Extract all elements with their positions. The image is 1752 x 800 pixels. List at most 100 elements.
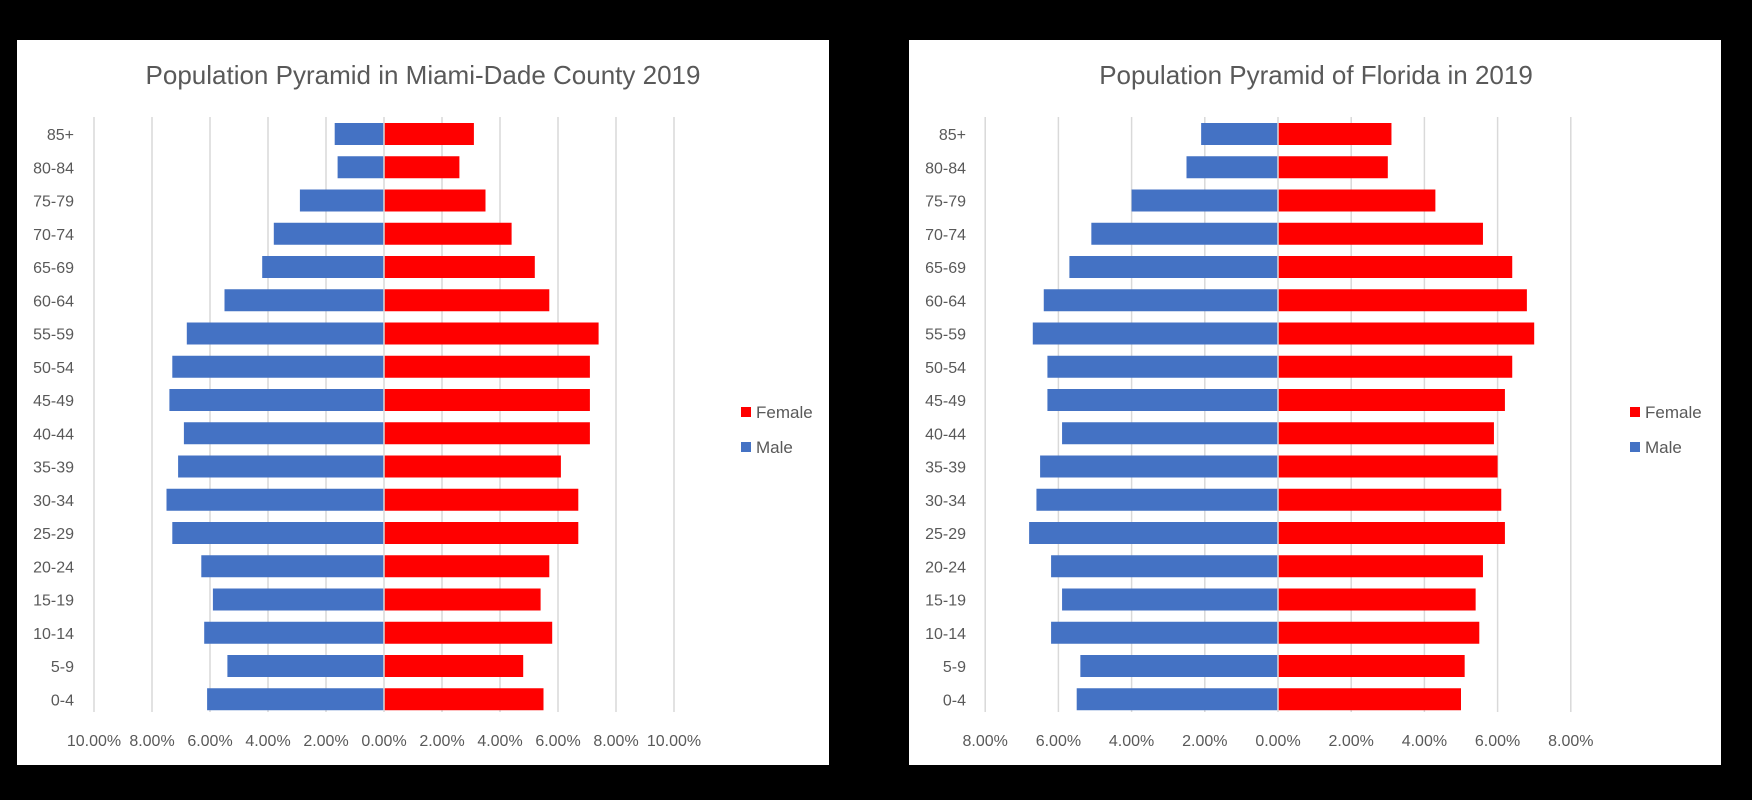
bar-male-65-69 xyxy=(1069,256,1278,278)
bar-female-75-79 xyxy=(1278,189,1436,212)
category-label: 50-54 xyxy=(925,360,966,377)
bar-male-75-79 xyxy=(299,189,384,212)
bar-female-40-44 xyxy=(384,422,590,445)
category-label: 70-74 xyxy=(925,227,966,244)
x-tick-label: 2.00% xyxy=(1182,733,1227,750)
category-label: 20-24 xyxy=(33,559,74,576)
x-tick-label: 6.00% xyxy=(187,733,232,750)
category-label: 10-14 xyxy=(33,626,74,643)
x-tick-label: 0.00% xyxy=(361,733,406,750)
chart-title: Population Pyramid of Florida in 2019 xyxy=(1099,60,1533,90)
x-tick-label: 4.00% xyxy=(1402,733,1447,750)
bar-female-20-24 xyxy=(384,555,550,578)
bar-female-50-54 xyxy=(1278,355,1513,378)
bar-male-30-34 xyxy=(166,488,384,511)
bar-female-70-74 xyxy=(1278,222,1483,245)
x-tick-label: 10.00% xyxy=(647,733,701,750)
legend-marker-female xyxy=(1630,407,1640,417)
bar-male-5-9 xyxy=(1080,655,1278,677)
bar-female-85+ xyxy=(384,123,474,145)
bar-male-20-24 xyxy=(1051,555,1278,578)
bar-female-15-19 xyxy=(1278,588,1476,611)
category-label: 75-79 xyxy=(33,194,74,211)
bar-female-40-44 xyxy=(1278,422,1494,445)
bar-male-50-54 xyxy=(1047,355,1278,378)
bar-female-80-84 xyxy=(1278,156,1388,179)
bar-female-45-49 xyxy=(384,389,590,411)
bar-female-50-54 xyxy=(384,355,590,378)
x-tick-label: 6.00% xyxy=(535,733,580,750)
x-tick-label: 6.00% xyxy=(1036,733,1081,750)
x-tick-label: 2.00% xyxy=(303,733,348,750)
category-label: 60-64 xyxy=(925,293,966,310)
legend-marker-female xyxy=(741,407,751,417)
bar-male-40-44 xyxy=(1062,422,1278,445)
bar-male-30-34 xyxy=(1036,488,1278,511)
bar-female-55-59 xyxy=(384,322,599,345)
x-tick-label: 8.00% xyxy=(1548,733,1593,750)
bar-male-60-64 xyxy=(224,289,384,312)
x-tick-label: 6.00% xyxy=(1475,733,1520,750)
category-label: 15-19 xyxy=(33,593,74,610)
bar-male-45-49 xyxy=(1047,389,1278,411)
bar-male-35-39 xyxy=(1040,455,1278,478)
bar-female-10-14 xyxy=(1278,621,1480,644)
category-label: 85+ xyxy=(47,127,74,144)
bar-male-40-44 xyxy=(183,422,384,445)
chart-florida: Population Pyramid of Florida in 2019 8.… xyxy=(909,40,1721,765)
x-tick-label: 2.00% xyxy=(419,733,464,750)
bar-female-30-34 xyxy=(384,488,579,511)
bar-male-70-74 xyxy=(1091,222,1278,245)
x-tick-label: 8.00% xyxy=(963,733,1008,750)
legend-label-female: Female xyxy=(756,403,813,422)
x-tick-label: 10.00% xyxy=(67,733,121,750)
x-tick-label: 8.00% xyxy=(129,733,174,750)
bar-female-5-9 xyxy=(384,655,524,677)
legend-label-female: Female xyxy=(1645,403,1702,422)
bar-female-15-19 xyxy=(384,588,541,611)
bar-male-55-59 xyxy=(1032,322,1278,345)
x-tick-label: 4.00% xyxy=(245,733,290,750)
bar-female-65-69 xyxy=(384,256,535,278)
category-label: 80-84 xyxy=(925,160,966,177)
bar-female-55-59 xyxy=(1278,322,1535,345)
category-label: 20-24 xyxy=(925,559,966,576)
bar-male-70-74 xyxy=(273,222,384,245)
category-label: 65-69 xyxy=(925,260,966,277)
x-tick-label: 0.00% xyxy=(1255,733,1300,750)
bar-female-20-24 xyxy=(1278,555,1483,578)
bar-male-20-24 xyxy=(201,555,384,578)
legend-label-male: Male xyxy=(1645,438,1682,457)
bar-male-85+ xyxy=(1201,123,1278,145)
bar-male-25-29 xyxy=(1029,522,1278,544)
bar-male-0-4 xyxy=(207,688,384,711)
bar-male-5-9 xyxy=(227,655,384,677)
x-tick-label: 8.00% xyxy=(593,733,638,750)
category-label: 5-9 xyxy=(51,659,74,676)
bar-male-35-39 xyxy=(178,455,384,478)
bar-male-10-14 xyxy=(1051,621,1278,644)
category-label: 35-39 xyxy=(925,460,966,477)
legend-label-male: Male xyxy=(756,438,793,457)
bar-male-80-84 xyxy=(1186,156,1278,179)
category-label: 0-4 xyxy=(51,692,74,709)
category-label: 45-49 xyxy=(33,393,74,410)
category-label: 0-4 xyxy=(943,692,966,709)
bar-female-35-39 xyxy=(1278,455,1498,478)
category-label: 10-14 xyxy=(925,626,966,643)
bar-female-60-64 xyxy=(384,289,550,312)
category-label: 40-44 xyxy=(33,426,74,443)
bar-male-80-84 xyxy=(337,156,384,179)
category-label: 55-59 xyxy=(33,327,74,344)
bar-male-50-54 xyxy=(172,355,384,378)
bar-male-25-29 xyxy=(172,522,384,544)
category-label: 80-84 xyxy=(33,160,74,177)
bar-female-25-29 xyxy=(384,522,579,544)
chart-miami-dade: Population Pyramid in Miami-Dade County … xyxy=(17,40,829,765)
bar-female-25-29 xyxy=(1278,522,1505,544)
bar-female-60-64 xyxy=(1278,289,1527,312)
category-label: 35-39 xyxy=(33,460,74,477)
category-label: 60-64 xyxy=(33,293,74,310)
legend-marker-male xyxy=(1630,442,1640,452)
bar-female-0-4 xyxy=(1278,688,1461,711)
